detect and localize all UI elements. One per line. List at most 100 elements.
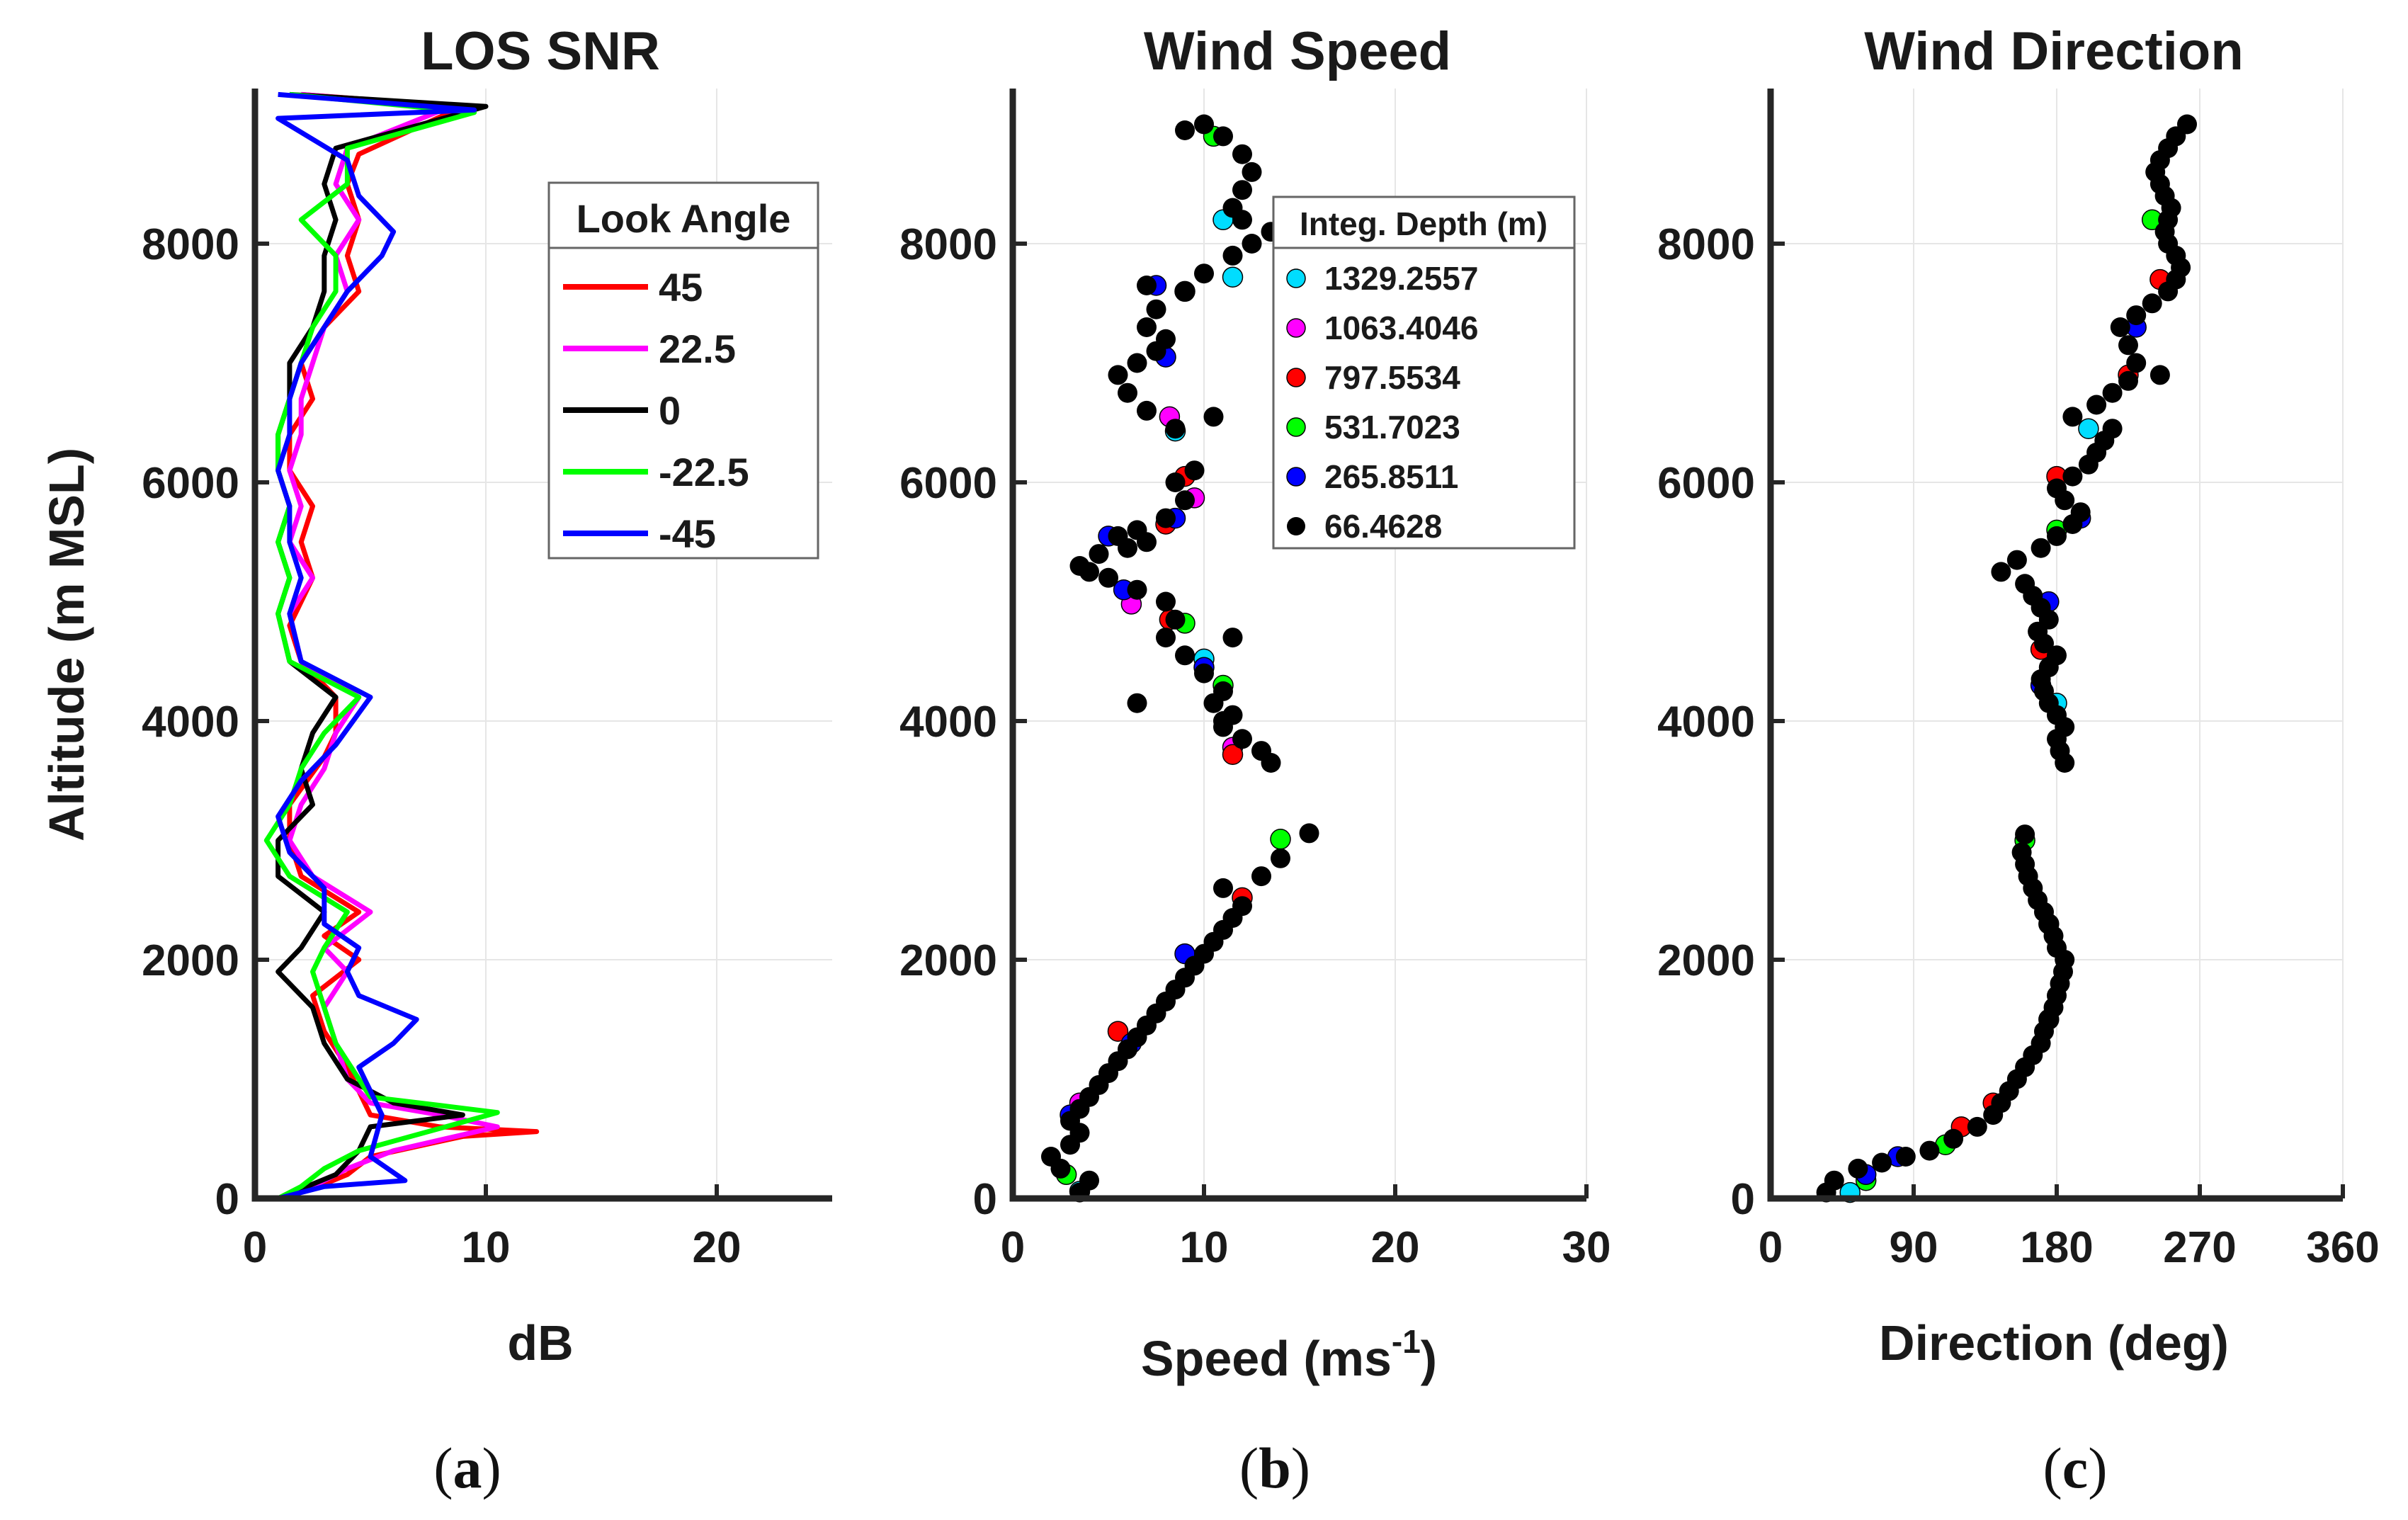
point-66_4628-35 <box>1213 681 1233 701</box>
point-66_4628-24 <box>1232 896 1252 917</box>
x-tick-label-1: 10 <box>462 1223 511 1272</box>
point-black-6 <box>1943 1128 1964 1149</box>
legend-label-1063_4046: 1063.4046 <box>1324 310 1478 346</box>
x-tick-label-4: 360 <box>2306 1223 2379 1272</box>
panel-b-title: Wind Speed <box>1144 21 1451 81</box>
legend-label-265_8511: 265.8511 <box>1324 458 1458 495</box>
panel-a-legend-box <box>547 181 819 560</box>
y-tick-label-0: 0 <box>973 1175 997 1224</box>
point-black-3 <box>1872 1152 1892 1173</box>
panel-b-xlabel: Speed (ms-1) <box>1141 1323 1437 1386</box>
y-tick-label-1: 2000 <box>142 936 239 985</box>
point-797_5534-2 <box>1222 744 1244 765</box>
legend-marker-265_8511 <box>1286 467 1306 487</box>
panel-b-legend-title: Integ. Depth (m) <box>1300 205 1547 242</box>
point-66_4628-27 <box>1271 848 1290 868</box>
point-66_4628-41 <box>1127 579 1147 600</box>
point-cyan-0 <box>2078 418 2099 439</box>
y-tick-label-4: 8000 <box>899 220 997 269</box>
legend-marker-531_7023 <box>1286 417 1306 437</box>
legend-label-797_5534: 797.5534 <box>1324 359 1460 396</box>
point-66_4628-1 <box>1079 1170 1099 1191</box>
point-66_4628-31 <box>1232 729 1252 749</box>
x-tick-label-1: 90 <box>1890 1223 1938 1272</box>
legend-marker-1329_2557 <box>1286 268 1306 288</box>
x-tick-label-2: 180 <box>2020 1223 2093 1272</box>
point-66_4628-42 <box>1098 567 1118 588</box>
point-66_4628-49 <box>1127 520 1147 540</box>
point-66_4628-62 <box>1146 299 1166 319</box>
point-66_4628-48 <box>1108 526 1128 546</box>
x-tick-label-3: 270 <box>2163 1223 2236 1272</box>
x-tick-label-1: 10 <box>1180 1223 1229 1272</box>
y-tick-label-2: 4000 <box>1657 698 1755 747</box>
point-66_4628-78 <box>1137 276 1157 295</box>
y-tick-label-2: 4000 <box>899 698 997 747</box>
point-black-41 <box>2047 645 2067 666</box>
point-66_4628-74 <box>1194 114 1214 135</box>
panel-b-wind-speed: Wind Speed 0 10 20 30 0 2000 4000 6000 8000 Spee… <box>899 21 1611 1500</box>
point-66_4628-38 <box>1222 628 1243 648</box>
legend-marker-797_5534 <box>1286 368 1306 387</box>
point-66_4628-80 <box>1213 711 1233 731</box>
y-tick-label-2: 4000 <box>142 698 239 747</box>
panel-a-legend: Look Angle 45 22.5 0 -22.5 -45 <box>547 181 819 560</box>
point-66_4628-77 <box>1127 693 1147 713</box>
point-66_4628-28 <box>1299 823 1319 844</box>
point-black-65 <box>2149 365 2170 385</box>
point-black-70 <box>2142 293 2162 314</box>
y-axis-label: Altitude (m MSL) <box>39 448 94 841</box>
point-66_4628-64 <box>1194 263 1214 284</box>
point-66_4628-79 <box>1156 628 1176 648</box>
point-black-49 <box>2006 550 2027 570</box>
point-66_4628-3 <box>1041 1147 1061 1167</box>
point-66_4628-40 <box>1156 591 1176 612</box>
point-black-56 <box>2062 466 2083 487</box>
point-66_4628-44 <box>1069 556 1090 576</box>
point-66_4628-69 <box>1222 198 1243 218</box>
point-66_4628-30 <box>1251 741 1271 761</box>
panel-b-legend: Integ. Depth (m) 1329.2557 1063.4046 797.5… <box>1272 195 1576 550</box>
y-tick-label-4: 8000 <box>142 220 239 269</box>
point-66_4628-76 <box>1203 407 1224 427</box>
point-66_4628-70 <box>1232 180 1252 200</box>
y-tick-label-3: 6000 <box>142 459 239 508</box>
point-66_4628-50 <box>1156 508 1176 528</box>
point-black-50 <box>2031 538 2051 558</box>
point-black-5 <box>1919 1140 1940 1161</box>
point-66_4628-56 <box>1118 382 1137 403</box>
point-66_4628-72 <box>1232 144 1252 164</box>
point-black-47 <box>2015 574 2035 594</box>
series-line-22.5 <box>277 91 500 1201</box>
caption-b: (b) <box>1239 1436 1310 1500</box>
point-66_4628-71 <box>1242 161 1262 182</box>
caption-c: (c) <box>2043 1436 2107 1500</box>
x-tick-label-2: 20 <box>1371 1223 1420 1272</box>
point-66_4628-45 <box>1089 544 1109 565</box>
legend-marker-66_4628 <box>1287 517 1305 535</box>
panel-c-xlabel: Direction (deg) <box>1879 1315 2229 1371</box>
point-66_4628-60 <box>1156 329 1176 349</box>
point-66_4628-66 <box>1242 234 1262 254</box>
x-tick-label-2: 20 <box>693 1223 742 1272</box>
point-797_5534-5 <box>1107 1021 1129 1042</box>
point-66_4628-73 <box>1213 126 1233 147</box>
legend-marker-1063_4046 <box>1286 318 1306 338</box>
point-black-67 <box>2118 335 2138 356</box>
point-black-51 <box>2047 526 2067 546</box>
point-black-60 <box>2102 419 2123 439</box>
series-line-45 <box>277 91 540 1201</box>
point-66_4628-26 <box>1251 866 1271 887</box>
legend-label--45: -45 <box>659 511 716 556</box>
point-black-4 <box>1895 1147 1916 1167</box>
series-line-0 <box>276 91 489 1201</box>
legend-label-22.5: 22.5 <box>659 327 736 371</box>
y-tick-label-0: 0 <box>215 1175 239 1224</box>
point-black-69 <box>2126 305 2147 326</box>
point-66_4628-52 <box>1165 472 1186 492</box>
point-black-30 <box>2011 842 2032 863</box>
point-black-66 <box>2126 353 2147 373</box>
panel-a-xlabel: dB <box>507 1315 573 1371</box>
point-66_4628-54 <box>1165 419 1186 439</box>
legend-label-45: 45 <box>659 265 703 310</box>
